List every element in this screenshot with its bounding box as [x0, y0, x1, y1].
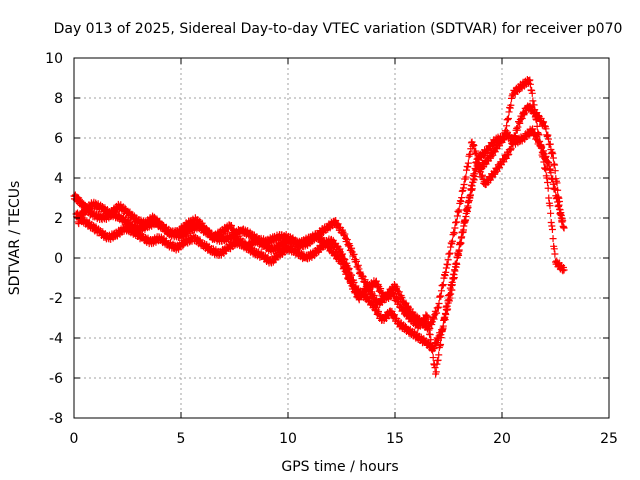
data-trail [449, 238, 465, 279]
data-trail [452, 186, 467, 227]
data-point [560, 266, 568, 274]
data-trail [310, 241, 326, 260]
data-point [543, 174, 551, 182]
data-trail [381, 289, 396, 303]
data-point [466, 194, 474, 202]
data-trail [434, 268, 450, 311]
data-trail [541, 123, 557, 158]
y-tick-label: 4 [54, 171, 63, 187]
series-track-a [70, 125, 568, 333]
series-track-c [74, 75, 568, 378]
data-trail [443, 228, 458, 269]
data-trail [175, 219, 191, 237]
data-point [558, 218, 566, 226]
data-point [534, 130, 542, 138]
data-trail [415, 311, 430, 330]
data-trail [467, 154, 482, 199]
data-trail [150, 213, 165, 231]
y-tick-label: 6 [54, 131, 63, 147]
data-trail [432, 316, 448, 376]
data-trail [327, 235, 343, 255]
data-point [500, 134, 508, 142]
x-tick-label: 0 [70, 431, 79, 447]
chart-title: Day 013 of 2025, Sidereal Day-to-day VTE… [54, 21, 623, 37]
data-point [457, 234, 465, 242]
data-trail [332, 217, 347, 237]
data-trail [88, 220, 103, 237]
data-trail [441, 278, 456, 321]
y-tick-label: 0 [54, 251, 63, 267]
data-trail [338, 257, 353, 284]
data-point [434, 304, 442, 312]
y-tick-label: -4 [49, 331, 63, 347]
data-trail [516, 103, 531, 127]
y-tick-label: 8 [54, 91, 63, 107]
data-trail [535, 131, 550, 180]
data-trail [193, 216, 208, 233]
x-tick-label: 20 [493, 431, 511, 447]
y-tick-label: 2 [54, 211, 63, 227]
data-point [526, 76, 534, 84]
data-trail [501, 92, 516, 137]
x-tick-label: 15 [386, 431, 404, 447]
data-trail [407, 314, 422, 332]
data-point [545, 162, 553, 170]
data-trail [270, 239, 285, 255]
data-trail [349, 250, 364, 277]
data-trail [340, 230, 356, 254]
data-trail [267, 249, 283, 267]
data-trail [244, 235, 259, 252]
data-trail [122, 223, 137, 238]
data-point [451, 224, 459, 232]
data-trail [544, 178, 559, 258]
data-trail [75, 207, 88, 228]
data-point [549, 154, 557, 162]
data-trail [507, 118, 523, 153]
data-trail [312, 231, 328, 247]
data-point [560, 224, 568, 232]
data-trail [526, 80, 542, 137]
data-series [70, 75, 568, 378]
plot-frame [73, 57, 610, 419]
data-trail [370, 301, 386, 324]
data-point [440, 314, 448, 322]
data-point [442, 264, 450, 272]
data-point [507, 146, 515, 154]
data-trail [475, 146, 490, 164]
data-point [459, 184, 467, 192]
data-trail [124, 208, 139, 226]
x-tick-label: 5 [177, 431, 186, 447]
data-trail [458, 196, 473, 237]
data-trail [330, 247, 345, 267]
y-tick-label: 10 [45, 51, 63, 67]
data-trail [460, 139, 475, 189]
data-trail [272, 231, 287, 244]
x-axis-title: GPS time / hours [281, 459, 398, 475]
data-trail [550, 160, 565, 220]
y-tick-label: -2 [49, 291, 63, 307]
x-tick-label: 25 [600, 431, 618, 447]
axis-ticks: 0 5 10 15 20 25 -8 -6 -4 -2 0 2 4 6 8 10 [45, 51, 618, 447]
y-tick-label: -8 [49, 411, 63, 427]
data-point [449, 274, 457, 282]
data-trail [552, 257, 567, 275]
data-trail [372, 277, 388, 302]
data-trail [492, 132, 508, 146]
data-point [423, 312, 431, 320]
x-tick-label: 10 [279, 431, 297, 447]
y-axis-title: SDTVAR / TECUs [7, 181, 23, 296]
y-tick-label: -6 [49, 371, 63, 387]
